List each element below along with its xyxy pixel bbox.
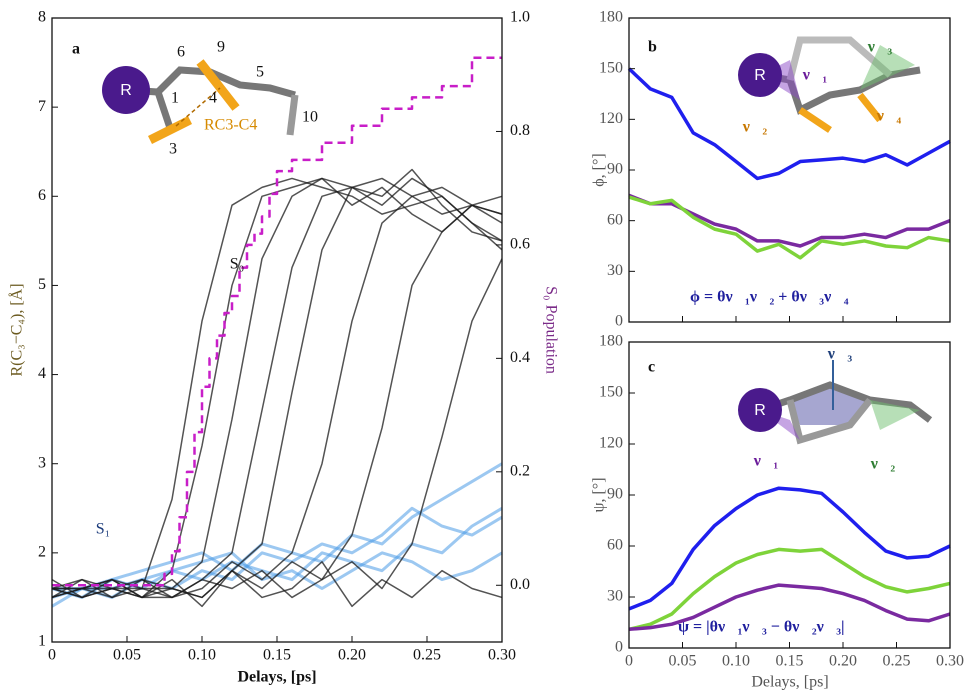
data-line xyxy=(52,259,502,598)
annotation: ϕ = θν⃗₁ν⃗₂ + θν⃗₃ν⃗₄ xyxy=(690,289,849,306)
y-tick-label: 120 xyxy=(599,435,623,452)
y2-tick-label: 0.6 xyxy=(510,236,530,253)
y-tick-label: 8 xyxy=(38,9,46,26)
y-tick-label: 0 xyxy=(615,313,623,330)
data-line xyxy=(52,178,502,597)
data-line xyxy=(52,205,502,597)
y-tick-label: 60 xyxy=(607,211,623,228)
x-tick-label: 0.20 xyxy=(829,653,857,670)
data-line xyxy=(52,58,502,586)
data-line xyxy=(52,170,502,598)
x-tick-label: 0.25 xyxy=(883,653,911,670)
x-tick-label: 0 xyxy=(625,653,633,670)
x-tick-label: 0.15 xyxy=(263,647,291,664)
y-tick-label: 60 xyxy=(607,537,623,554)
annotation: 3 xyxy=(169,141,177,158)
data-line xyxy=(52,464,502,589)
y2-tick-label: 0.4 xyxy=(510,349,530,366)
x-tick-label: 0.10 xyxy=(722,653,750,670)
x-axis-label: Delays, [ps] xyxy=(751,674,828,691)
y-tick-label: 2 xyxy=(38,544,46,561)
panel: 1 2 3 4 5 6 7 8 0 0.05 0.10 0.15 0.20 0.25 0.30 0.0 0.2 0… xyxy=(8,9,560,686)
annotation: 4 xyxy=(209,90,217,107)
x-axis-label: Delays, [ps] xyxy=(237,669,316,686)
annotation: S₁ xyxy=(96,521,110,538)
panel: 0 30 60 90 120 150 180 0 0.05 0.10 0.15 0.20 0.25 0.3… xyxy=(591,333,964,691)
y-tick-label: 30 xyxy=(607,262,623,279)
annotation: 6 xyxy=(177,44,185,61)
annotation: R xyxy=(120,82,132,99)
annotation: ν⃗₂ xyxy=(870,456,896,473)
y-tick-label: 3 xyxy=(38,454,46,471)
annotation: S₀ xyxy=(230,256,244,273)
annotation: R xyxy=(754,402,766,419)
y-tick-label: 150 xyxy=(599,59,623,76)
annotation: 1 xyxy=(171,90,179,107)
data-line xyxy=(52,178,502,597)
annotation: 10 xyxy=(302,109,318,126)
x-tick-label: 0.05 xyxy=(669,653,697,670)
y2-tick-label: 0.8 xyxy=(510,122,530,139)
annotation: 9 xyxy=(217,39,225,56)
x-tick-label: 0.20 xyxy=(338,647,366,664)
y2-tick-label: 0.2 xyxy=(510,462,530,479)
y-tick-label: 30 xyxy=(607,588,623,605)
x-tick-label: 0.30 xyxy=(936,653,964,670)
plot-frame xyxy=(629,342,950,648)
data-line xyxy=(52,178,502,597)
y-tick-label: 4 xyxy=(38,365,46,382)
y-tick-label: 180 xyxy=(599,333,623,350)
annotation: c xyxy=(648,359,655,376)
y-tick-label: 6 xyxy=(38,187,46,204)
y-tick-label: 120 xyxy=(599,110,623,127)
data-line xyxy=(629,197,950,258)
data-line xyxy=(52,508,502,606)
annotation: a xyxy=(72,41,80,58)
y-axis-label: R(C₃−C₄), [Å] xyxy=(8,283,26,376)
y-axis-label: ψ, [°] xyxy=(591,477,608,512)
molecule-c xyxy=(738,360,930,440)
data-line xyxy=(52,178,502,597)
figure: 1234567800.050.100.150.200.250.300.00.20… xyxy=(0,0,967,693)
annotation: R xyxy=(754,67,766,84)
y2-tick-label: 0.0 xyxy=(510,576,530,593)
y-tick-label: 150 xyxy=(599,384,623,401)
y-tick-label: 1 xyxy=(38,633,46,650)
y-tick-label: 90 xyxy=(607,161,623,178)
x-tick-label: 0.30 xyxy=(488,647,516,664)
y2-axis-label: S₀ Population xyxy=(542,286,559,374)
y-tick-label: 90 xyxy=(607,486,623,503)
annotation: ν⃗₁ xyxy=(802,67,828,84)
annotation: ψ = |θν⃗₁ν⃗₃ − θν⃗₂ν⃗₃| xyxy=(678,619,845,636)
y-tick-label: 180 xyxy=(599,9,623,26)
annotation: ν⃗₄ xyxy=(876,108,902,125)
annotation: RC3-C4 xyxy=(204,117,257,134)
x-tick-label: 0.15 xyxy=(776,653,804,670)
y-tick-label: 5 xyxy=(38,276,46,293)
annotation: ν⃗₂ xyxy=(742,119,768,136)
x-tick-label: 0 xyxy=(48,647,56,664)
y2-tick-label: 1.0 xyxy=(510,9,530,26)
x-tick-label: 0.25 xyxy=(413,647,441,664)
data-line xyxy=(52,187,502,597)
annotation: ν⃗₃ xyxy=(867,39,893,56)
annotation: b xyxy=(648,39,657,56)
y-tick-label: 7 xyxy=(38,98,46,115)
annotation: ν⃗₁ xyxy=(753,453,779,470)
x-tick-label: 0.05 xyxy=(113,647,141,664)
annotation: 5 xyxy=(256,64,264,81)
y-axis-label: ϕ, [°] xyxy=(591,153,608,186)
y-tick-label: 0 xyxy=(615,639,623,656)
x-tick-label: 0.10 xyxy=(188,647,216,664)
annotation: ν⃗₃ xyxy=(827,346,853,363)
molecule-a xyxy=(102,62,295,140)
